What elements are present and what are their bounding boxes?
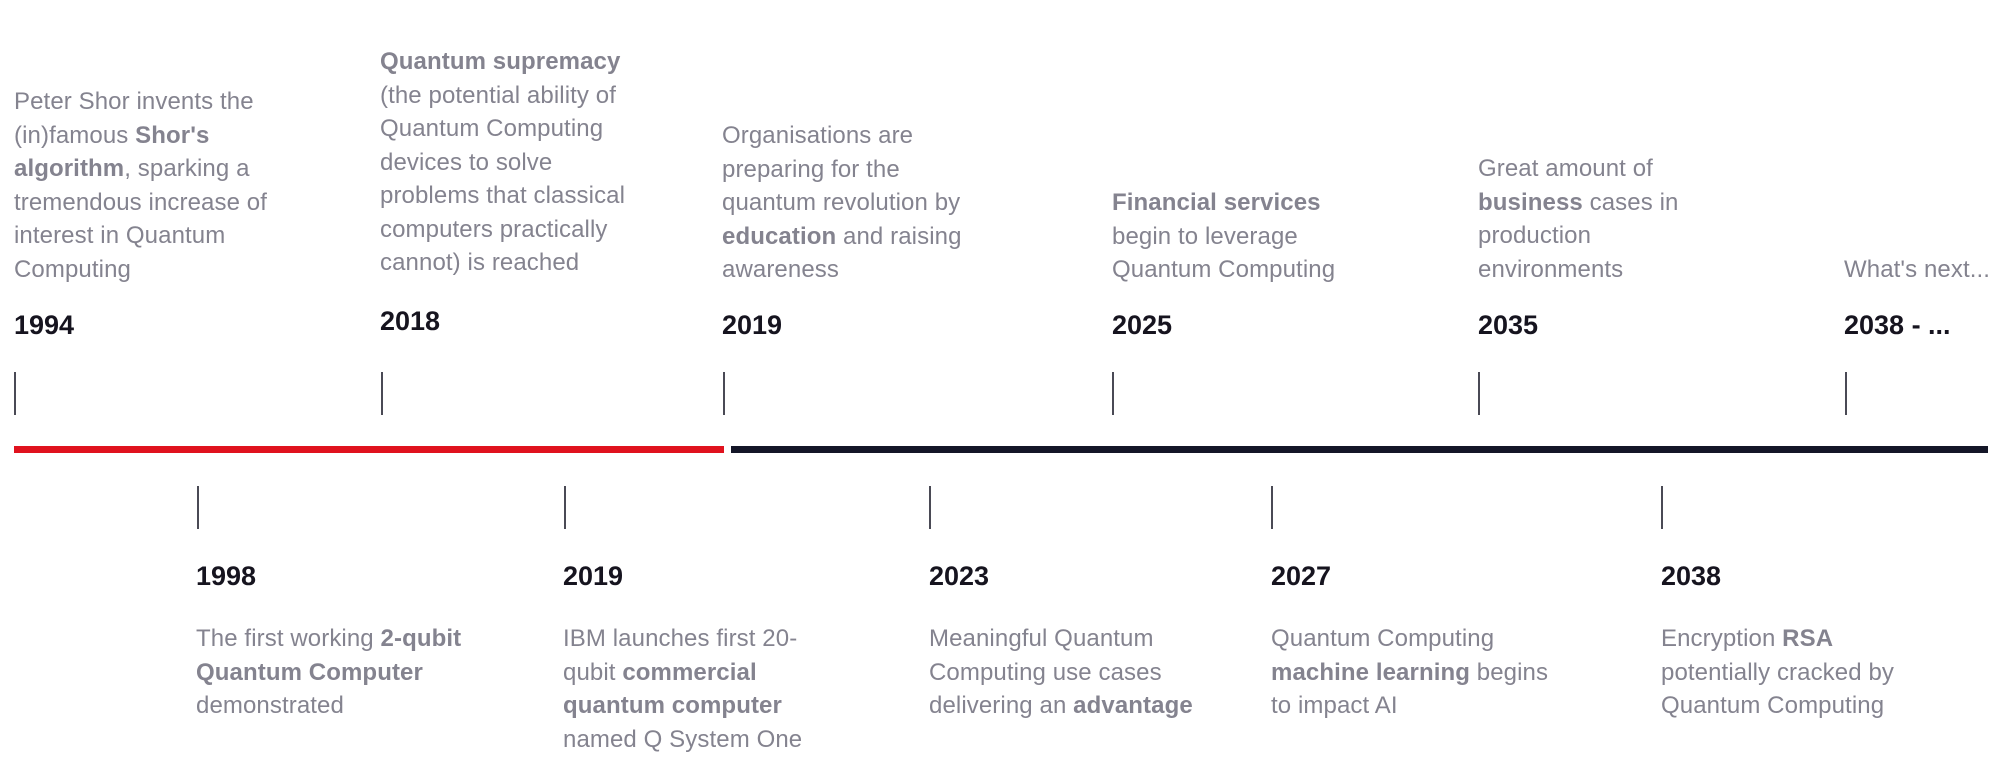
timeline-line-future — [731, 446, 1988, 453]
description-text: cases in production environments — [1478, 188, 1679, 283]
description-text: Great amount of — [1478, 155, 1653, 182]
description-text: begin to leverage Quantum Computing — [1112, 222, 1336, 284]
description-text: Encryption — [1661, 625, 1783, 652]
event-2018-description: Quantum supremacy (the potential ability… — [380, 45, 655, 280]
description-text: and raising awareness — [722, 222, 962, 284]
event-1998-year: 1998 — [196, 561, 257, 591]
event-2038-next-description: What's next... — [1844, 253, 1994, 287]
event-2038-next-year: 2038 - ... — [1844, 310, 1951, 340]
event-2023-year: 2023 — [929, 561, 990, 591]
description-text: , sparking a tremendous increase of inte… — [14, 155, 268, 283]
event-2035-tick — [1478, 372, 1480, 415]
event-2019-bottom-tick — [564, 486, 566, 529]
timeline-line-past — [14, 446, 724, 453]
event-2038-description: Encryption RSA potentially cracked by Qu… — [1661, 622, 1931, 723]
event-2027-year: 2027 — [1271, 561, 1332, 591]
event-2035-year: 2035 — [1478, 310, 1539, 340]
description-highlight: education — [722, 222, 837, 250]
description-highlight: machine learning — [1271, 658, 1470, 686]
event-2019-top-year: 2019 — [722, 310, 783, 340]
event-2027-description: Quantum Computing machine learning begin… — [1271, 622, 1571, 723]
description-text: Meaningful Quantum Computing use cases d… — [929, 625, 1162, 719]
event-1998-tick — [197, 486, 199, 529]
event-2035-description: Great amount of business cases in produc… — [1478, 152, 1708, 286]
event-1994-tick — [14, 372, 16, 415]
event-2019-top-tick — [723, 372, 725, 415]
event-2038-year: 2038 — [1661, 561, 1722, 591]
description-highlight: advantage — [1073, 692, 1193, 719]
event-2019-bottom-description: IBM launches first 20-qubit commercial q… — [563, 622, 828, 756]
description-text: named Q System One — [563, 725, 803, 753]
description-text: demonstrated — [196, 692, 344, 719]
event-2038-next-tick — [1845, 372, 1847, 415]
event-1994-description: Peter Shor invents the (in)famous Shor's… — [14, 85, 284, 286]
event-2018-year: 2018 — [380, 306, 441, 336]
description-highlight: Financial services — [1112, 189, 1321, 216]
description-text: IBM launches first 20-qubit — [563, 625, 798, 686]
description-highlight: commercial quantum computer — [563, 658, 782, 720]
event-2019-top-description: Organisations are preparing for the quan… — [722, 119, 997, 287]
description-text: Quantum Computing — [1271, 625, 1495, 652]
event-2025-description: Financial services begin to leverage Qua… — [1112, 186, 1382, 287]
event-2018-tick — [381, 372, 383, 415]
event-2038-tick — [1661, 486, 1663, 529]
description-text: Peter Shor invents the (in)famous — [14, 88, 254, 149]
description-text: What's next... — [1844, 256, 1991, 283]
event-2023-tick — [929, 486, 931, 529]
description-text: The first working — [196, 625, 381, 652]
event-1994-year: 1994 — [14, 310, 75, 340]
event-2025-tick — [1112, 372, 1114, 415]
description-text: potentially cracked by Quantum Computing — [1661, 658, 1894, 720]
event-1998-description: The first working 2-qubit Quantum Comput… — [196, 622, 486, 723]
event-2027-tick — [1271, 486, 1273, 529]
description-text: (the potential ability of Quantum Comput… — [380, 81, 626, 277]
event-2025-year: 2025 — [1112, 310, 1173, 340]
description-highlight: Quantum supremacy — [380, 48, 621, 75]
event-2019-bottom-year: 2019 — [563, 561, 624, 591]
description-text: begins to impact AI — [1271, 658, 1549, 720]
event-2023-description: Meaningful Quantum Computing use cases d… — [929, 622, 1194, 723]
description-highlight: business — [1478, 188, 1583, 216]
description-highlight: 2-qubit Quantum Computer — [196, 625, 462, 686]
description-highlight: Shor's algorithm — [14, 121, 210, 183]
description-highlight: RSA — [1782, 625, 1834, 652]
description-text: Organisations are preparing for the quan… — [722, 122, 961, 216]
